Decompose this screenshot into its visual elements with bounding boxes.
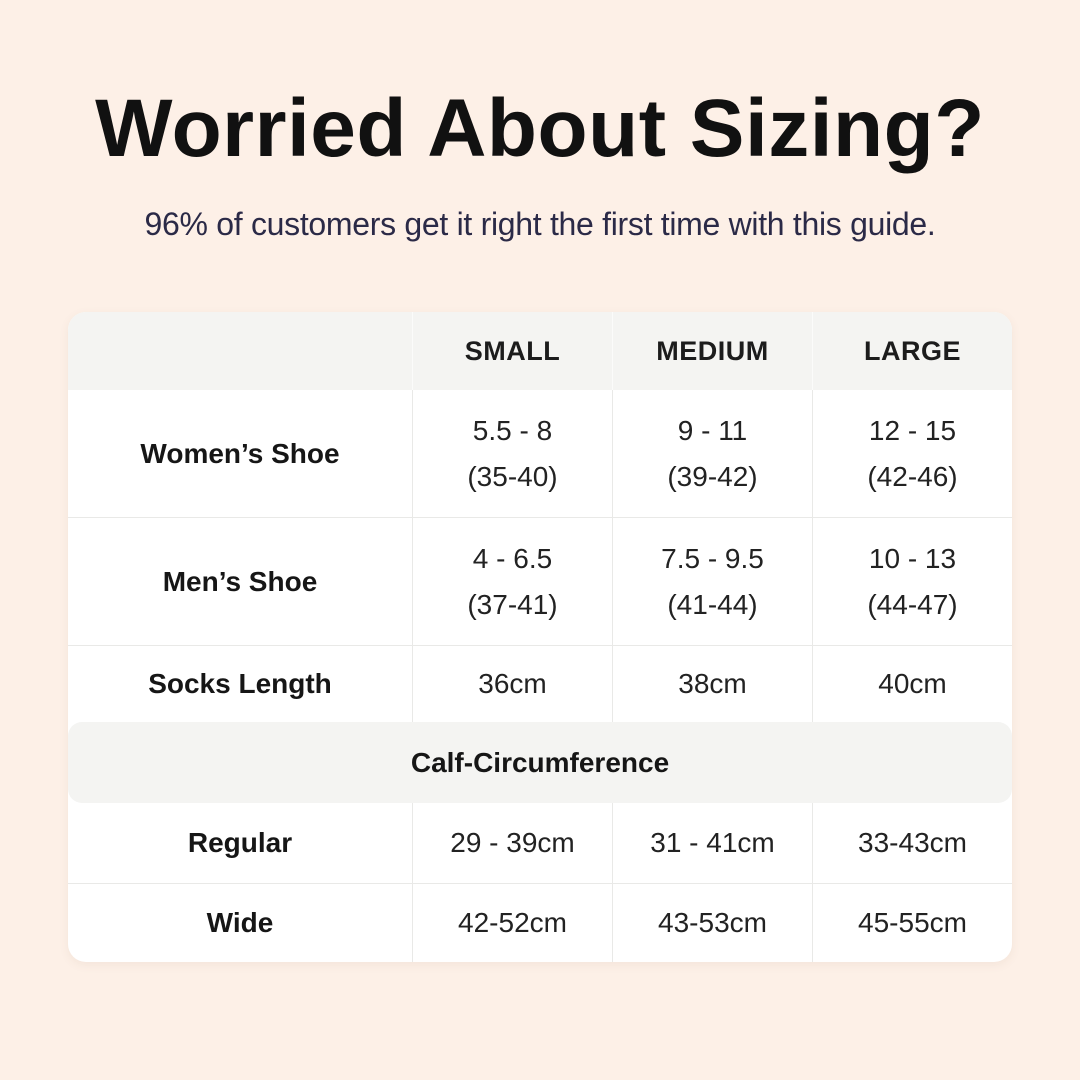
row-label: Women’s Shoe <box>140 437 340 469</box>
column-header-small: SMALL <box>412 312 612 390</box>
value-cell-large: 45-55cm <box>812 884 1012 962</box>
value-line: (35-40) <box>467 460 558 492</box>
row-label: Regular <box>187 827 293 858</box>
value-cell-medium: 38cm <box>612 646 812 722</box>
value-cell-large: 12 - 15 (42-46) <box>812 390 1012 517</box>
table-row-womens-shoe: Women’s Shoe 5.5 - 8 (35-40) 9 - 11 (39-… <box>68 390 1012 517</box>
column-header-small-label: SMALL <box>464 335 561 366</box>
value-line: (41-44) <box>667 588 758 620</box>
column-header-medium: MEDIUM <box>612 312 812 390</box>
value-line: 42-52cm <box>458 907 567 938</box>
value-line: 4 - 6.5 <box>472 542 553 574</box>
value-cell-large: 10 - 13 (44-47) <box>812 518 1012 645</box>
column-header-large-label: LARGE <box>864 335 961 366</box>
column-header-large: LARGE <box>812 312 1012 390</box>
table-row-socks-length: Socks Length 36cm 38cm 40cm <box>68 645 1012 722</box>
value-line: (44-47) <box>867 588 958 620</box>
value-line: 45-55cm <box>858 907 967 938</box>
table-row-wide: Wide 42-52cm 43-53cm 45-55cm <box>68 883 1012 962</box>
value-cell-large: 40cm <box>812 646 1012 722</box>
row-label-cell: Men’s Shoe <box>68 518 412 645</box>
row-label-cell: Socks Length <box>68 646 412 722</box>
value-cell-medium: 43-53cm <box>612 884 812 962</box>
page-title: Worried About Sizing? <box>95 83 985 174</box>
row-label: Men’s Shoe <box>162 565 318 597</box>
value-cell-medium: 31 - 41cm <box>612 803 812 883</box>
value-cell-small: 29 - 39cm <box>412 803 612 883</box>
value-line: 5.5 - 8 <box>472 414 553 446</box>
value-cell-medium: 9 - 11 (39-42) <box>612 390 812 517</box>
value-line: 10 - 13 <box>868 542 957 574</box>
value-cell-medium: 7.5 - 9.5 (41-44) <box>612 518 812 645</box>
value-line: (42-46) <box>867 460 958 492</box>
value-line: 36cm <box>478 668 547 699</box>
page-subtitle: 96% of customers get it right the first … <box>144 206 936 242</box>
table-row-regular: Regular 29 - 39cm 31 - 41cm 33-43cm <box>68 803 1012 883</box>
value-line: 38cm <box>678 668 747 699</box>
value-line: 31 - 41cm <box>650 827 775 858</box>
table-row-mens-shoe: Men’s Shoe 4 - 6.5 (37-41) 7.5 - 9.5 (41… <box>68 517 1012 645</box>
value-line: (37-41) <box>467 588 558 620</box>
row-label: Socks Length <box>148 668 332 699</box>
value-cell-small: 42-52cm <box>412 884 612 962</box>
header-empty-cell <box>68 312 412 390</box>
row-label: Wide <box>206 907 274 938</box>
row-label-cell: Women’s Shoe <box>68 390 412 517</box>
column-header-medium-label: MEDIUM <box>656 335 769 366</box>
value-line: 12 - 15 <box>868 414 957 446</box>
value-line: 40cm <box>878 668 947 699</box>
value-line: 33-43cm <box>858 827 967 858</box>
value-line: (39-42) <box>667 460 758 492</box>
value-cell-small: 5.5 - 8 (35-40) <box>412 390 612 517</box>
size-table: SMALL MEDIUM LARGE Women’s Shoe 5.5 - 8 … <box>68 312 1012 962</box>
value-line: 7.5 - 9.5 <box>661 542 764 574</box>
section-header-calf-circumference: Calf-Circumference <box>68 722 1012 803</box>
row-label-cell: Wide <box>68 884 412 962</box>
value-line: 9 - 11 <box>677 414 748 446</box>
value-cell-small: 4 - 6.5 (37-41) <box>412 518 612 645</box>
value-line: 29 - 39cm <box>450 827 575 858</box>
row-label-cell: Regular <box>68 803 412 883</box>
value-cell-large: 33-43cm <box>812 803 1012 883</box>
section-header-label: Calf-Circumference <box>410 746 670 778</box>
table-header-row: SMALL MEDIUM LARGE <box>68 312 1012 390</box>
value-line: 43-53cm <box>658 907 767 938</box>
value-cell-small: 36cm <box>412 646 612 722</box>
